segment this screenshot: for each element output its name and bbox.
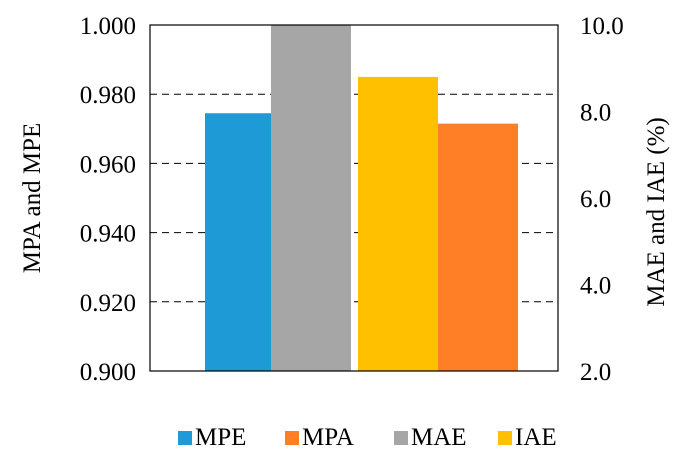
bar-mpe [205,113,271,371]
left-tick-label: 0.980 [80,82,136,109]
right-axis-ticks: 2.0 4.0 6.0 8.0 10.0 [580,13,624,386]
legend-label-mae: MAE [411,424,467,451]
left-tick-label: 1.000 [80,13,136,40]
right-tick-label: 10.0 [580,13,624,40]
left-tick-label: 0.920 [80,290,136,317]
legend-swatch-mae [394,431,408,445]
left-axis-title: MPA and MPE [19,123,46,274]
legend-swatch-mpa [285,431,299,445]
right-tick-label: 2.0 [580,359,611,386]
bars [205,25,518,372]
legend-swatch-iae [498,431,512,445]
right-tick-label: 4.0 [580,273,611,300]
left-tick-label: 0.900 [80,359,136,386]
legend: MPE MPA MAE IAE [178,424,557,451]
legend-label-mpa: MPA [302,424,354,451]
plot-frame [149,24,559,372]
left-axis-ticks: 0.900 0.920 0.940 0.960 0.980 1.000 [80,13,136,386]
bar-mpa [438,123,518,371]
right-axis-title: MAE and IAE (%) [643,117,670,307]
bar-mae [271,25,351,371]
legend-label-mpe: MPE [195,424,246,451]
bar-iae [358,76,438,372]
right-tick-label: 8.0 [580,100,611,127]
legend-swatch-mpe [178,431,192,445]
left-tick-label: 0.940 [80,221,136,248]
right-tick-label: 6.0 [580,186,611,213]
left-tick-label: 0.960 [80,151,136,178]
legend-label-iae: IAE [515,424,557,451]
